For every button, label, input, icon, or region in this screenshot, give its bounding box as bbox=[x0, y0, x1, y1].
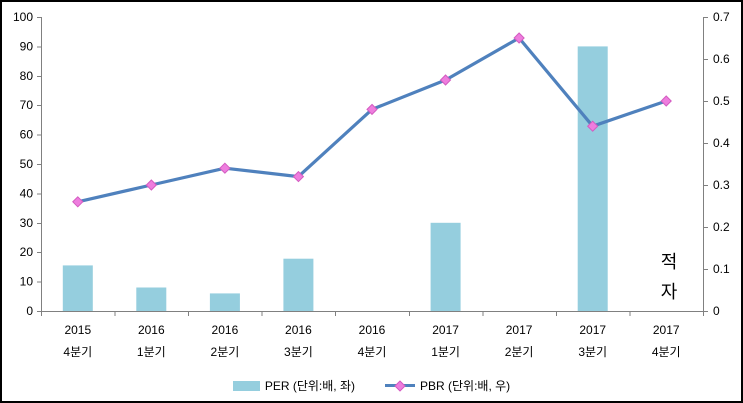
pbr-marker-5 bbox=[439, 74, 452, 86]
x-label-quarter-8: 4분기 bbox=[652, 345, 681, 359]
left-tick-label-10: 10 bbox=[20, 275, 34, 289]
right-tick-label-0.2: 0.2 bbox=[713, 220, 730, 234]
x-label-quarter-0: 4분기 bbox=[63, 345, 92, 359]
x-label-quarter-6: 2분기 bbox=[505, 345, 534, 359]
deficit-annotation: 적 자 bbox=[650, 247, 688, 307]
pbr-marker-6 bbox=[513, 32, 525, 44]
x-label-year-5: 2017 bbox=[432, 323, 459, 337]
left-tick-label-0: 0 bbox=[26, 304, 33, 318]
right-tick-label-0: 0 bbox=[713, 304, 720, 318]
x-label-quarter-4: 4분기 bbox=[358, 345, 387, 359]
pbr-legend-label: PBR (단위:배, 우) bbox=[420, 379, 511, 393]
per-bar-2 bbox=[209, 293, 240, 311]
pbr-marker-8 bbox=[660, 95, 672, 107]
right-tick-label-0.4: 0.4 bbox=[713, 136, 730, 150]
right-tick-label-0.7: 0.7 bbox=[713, 10, 730, 24]
x-label-year-3: 2016 bbox=[285, 323, 312, 337]
pbr-marker-1 bbox=[145, 179, 158, 191]
x-label-year-4: 2016 bbox=[359, 323, 386, 337]
left-tick-label-30: 30 bbox=[20, 216, 34, 230]
x-label-quarter-7: 3분기 bbox=[578, 345, 607, 359]
per-bar-7 bbox=[577, 46, 608, 312]
pbr-marker-3 bbox=[292, 170, 305, 183]
deficit-annotation-line2: 자 bbox=[660, 282, 678, 302]
right-tick-label-0.1: 0.1 bbox=[713, 262, 730, 276]
left-tick-label-100: 100 bbox=[13, 10, 33, 24]
pbr-marker-7 bbox=[586, 120, 599, 132]
pbr-marker-0 bbox=[72, 196, 84, 208]
right-tick-label-0.5: 0.5 bbox=[713, 94, 730, 108]
x-label-quarter-1: 1분기 bbox=[137, 345, 166, 359]
left-tick-label-80: 80 bbox=[20, 69, 34, 83]
x-label-year-8: 2017 bbox=[653, 323, 680, 337]
deficit-annotation-line1: 적 bbox=[660, 252, 678, 272]
x-label-quarter-2: 2분기 bbox=[211, 345, 240, 359]
left-tick-label-60: 60 bbox=[20, 128, 34, 142]
x-label-quarter-3: 3분기 bbox=[284, 345, 313, 359]
right-tick-label-0.6: 0.6 bbox=[713, 52, 730, 66]
left-tick-label-40: 40 bbox=[20, 186, 34, 200]
left-tick-label-50: 50 bbox=[20, 157, 34, 171]
right-tick-label-0.3: 0.3 bbox=[713, 178, 730, 192]
per-swatch-icon bbox=[232, 380, 260, 391]
left-tick-label-20: 20 bbox=[20, 245, 34, 259]
x-label-year-1: 2016 bbox=[138, 323, 165, 337]
per-bar-1 bbox=[136, 287, 167, 311]
pbr-marker-2 bbox=[219, 162, 231, 174]
x-label-quarter-5: 1분기 bbox=[431, 345, 460, 359]
per-bar-3 bbox=[283, 258, 314, 311]
pbr-marker-4 bbox=[366, 103, 378, 116]
per-bar-5 bbox=[430, 222, 461, 311]
legend-item-pbr: PBR (단위:배, 우) bbox=[385, 377, 510, 394]
x-label-year-2: 2016 bbox=[212, 323, 239, 337]
per-legend-label: PER (단위:배, 좌) bbox=[264, 379, 355, 393]
x-label-year-6: 2017 bbox=[506, 323, 533, 337]
x-label-year-0: 2015 bbox=[64, 323, 91, 337]
pbr-line-marker-icon bbox=[385, 379, 415, 392]
left-tick-label-70: 70 bbox=[20, 98, 34, 112]
per-bar-0 bbox=[62, 265, 93, 311]
legend-item-per: PER (단위:배, 좌) bbox=[232, 377, 355, 394]
left-tick-label-90: 90 bbox=[20, 39, 34, 53]
legend: PER (단위:배, 좌) PBR (단위:배, 우) bbox=[2, 377, 741, 394]
x-label-year-7: 2017 bbox=[579, 323, 606, 337]
